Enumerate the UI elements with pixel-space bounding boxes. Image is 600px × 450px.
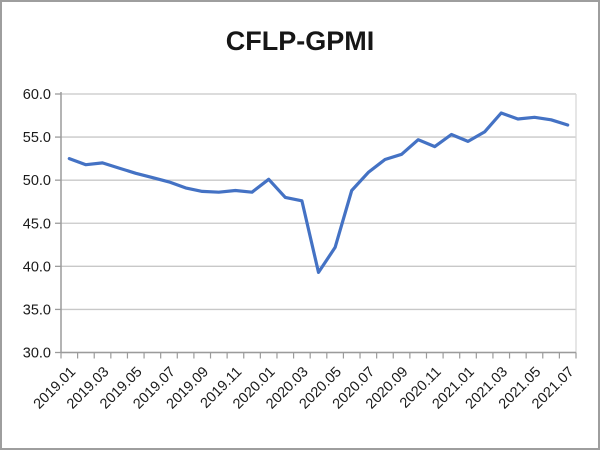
y-axis-label: 30.0	[23, 346, 51, 362]
y-axis-label: 50.0	[23, 173, 51, 189]
data-series-line	[67, 111, 570, 274]
y-axis-label: 45.0	[23, 216, 51, 232]
chart-title: CFLP-GPMI	[225, 26, 375, 56]
y-axis-label: 60.0	[23, 87, 51, 103]
y-axis-label: 40.0	[23, 259, 51, 275]
y-axis-label: 55.0	[23, 130, 51, 146]
y-axis-label: 35.0	[23, 302, 51, 318]
